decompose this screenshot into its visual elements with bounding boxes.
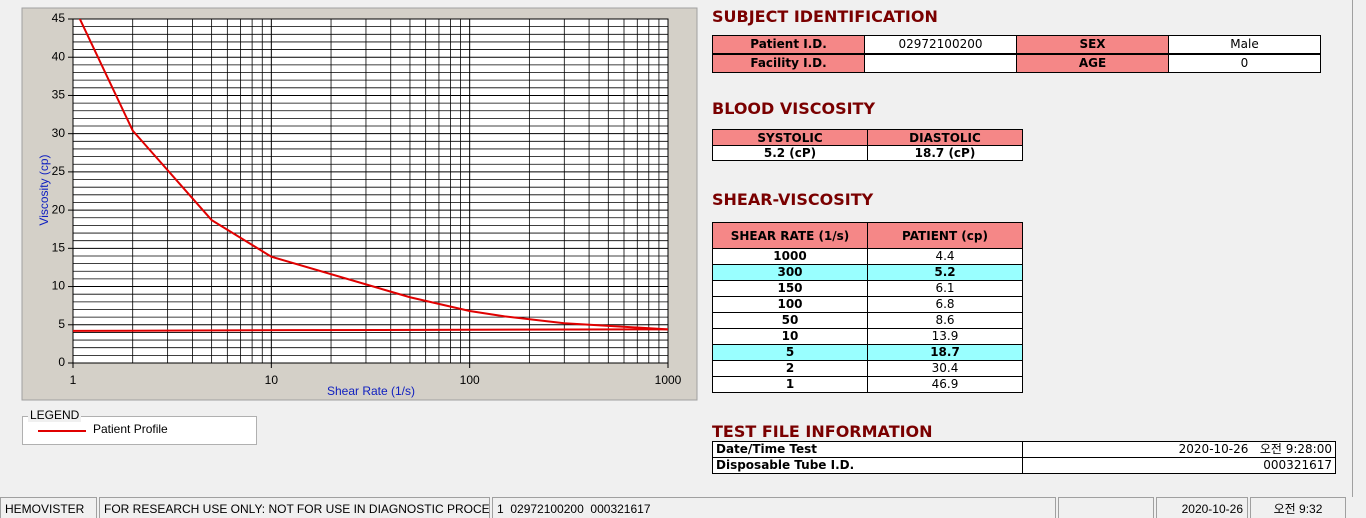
y-tick-label: 0: [58, 355, 65, 369]
table-header: DIASTOLIC: [867, 129, 1023, 146]
legend-swatch: [38, 430, 86, 432]
status-panel: HEMOVISTER: [0, 497, 97, 518]
field-value: Male: [1168, 35, 1321, 54]
patient-viscosity: 8.6: [867, 312, 1023, 329]
x-axis-title: Shear Rate (1/s): [327, 384, 415, 398]
table-value: 18.7 (cP): [867, 145, 1023, 161]
table-value: 5.2 (cP): [712, 145, 868, 161]
y-tick-label: 30: [52, 126, 66, 140]
shear-rate: 1000: [712, 248, 868, 265]
patient-viscosity: 30.4: [867, 360, 1023, 377]
patient-viscosity: 5.2: [867, 264, 1023, 281]
shear-rate: 100: [712, 296, 868, 313]
shear-rate: 300: [712, 264, 868, 281]
shear-rate: 150: [712, 280, 868, 297]
patient-viscosity: 13.9: [867, 328, 1023, 345]
x-tick-label: 100: [460, 373, 480, 387]
info-value: 2020-10-26 오전 9:28:00: [1022, 441, 1336, 458]
field-label: Patient I.D.: [712, 35, 865, 54]
plot-area: [73, 19, 668, 363]
status-panel: FOR RESEARCH USE ONLY: NOT FOR USE IN DI…: [99, 497, 490, 518]
field-label: Facility I.D.: [712, 54, 865, 73]
x-tick-label: 1: [70, 373, 77, 387]
plot-border: [72, 18, 669, 364]
patient-viscosity: 4.4: [867, 248, 1023, 265]
field-value: [864, 54, 1017, 73]
y-axis-title: Viscosity (cp): [37, 154, 51, 225]
field-label: SEX: [1016, 35, 1169, 54]
series-line: [78, 19, 668, 331]
table-header: PATIENT (cp): [867, 222, 1023, 249]
shear-rate: 2: [712, 360, 868, 377]
table-header: SYSTOLIC: [712, 129, 868, 146]
x-tick-label: 10: [265, 373, 279, 387]
field-label: AGE: [1016, 54, 1169, 73]
status-panel: [1058, 497, 1154, 518]
y-tick-label: 25: [52, 164, 66, 178]
y-tick-label: 15: [52, 241, 66, 255]
shear-rate: 1: [712, 376, 868, 393]
field-value: 02972100200: [864, 35, 1017, 54]
patient-viscosity: 6.1: [867, 280, 1023, 297]
series-line: [73, 328, 668, 332]
y-tick-label: 35: [52, 88, 66, 102]
section-title: SHEAR-VISCOSITY: [712, 190, 874, 209]
table-header: SHEAR RATE (1/s): [712, 222, 868, 249]
shear-rate: 10: [712, 328, 868, 345]
info-value: 000321617: [1022, 457, 1336, 474]
status-panel: 2020-10-26: [1156, 497, 1248, 518]
section-title: BLOOD VISCOSITY: [712, 99, 876, 118]
y-tick-label: 40: [52, 49, 66, 63]
chart: Shear Rate (1/s) Viscosity (cp) 0 5 10 15 20…: [21, 7, 698, 401]
shear-rate: 5: [712, 344, 868, 361]
y-tick-label: 45: [52, 11, 66, 25]
y-tick-label: 20: [52, 202, 66, 216]
section-title: TEST FILE INFORMATION: [712, 422, 933, 441]
status-panel: 1 02972100200 000321617: [492, 497, 1056, 518]
patient-viscosity: 18.7: [867, 344, 1023, 361]
info-label: Date/Time Test: [712, 441, 1023, 458]
section-title: SUBJECT IDENTIFICATION: [712, 7, 938, 26]
y-tick-label: 10: [52, 279, 66, 293]
x-tick-label: 1000: [655, 373, 682, 387]
shear-rate: 50: [712, 312, 868, 329]
legend-title: LEGEND: [28, 408, 82, 422]
info-label: Disposable Tube I.D.: [712, 457, 1023, 474]
y-tick-label: 5: [58, 317, 65, 331]
field-value: 0: [1168, 54, 1321, 73]
legend-label: Patient Profile: [93, 422, 168, 436]
patient-viscosity: 6.8: [867, 296, 1023, 313]
divider: [1352, 0, 1353, 497]
patient-viscosity: 46.9: [867, 376, 1023, 393]
status-panel: 오전 9:32: [1250, 497, 1346, 518]
